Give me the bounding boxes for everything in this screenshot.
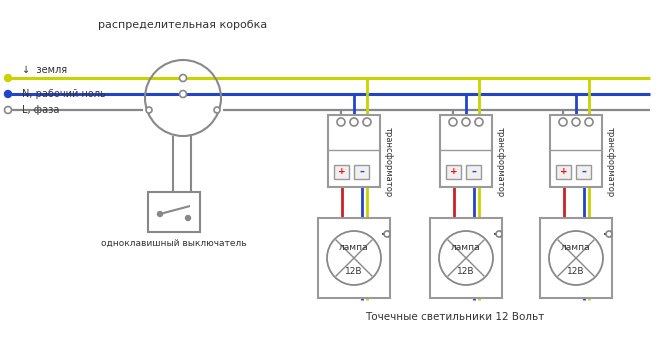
Text: лампа: лампа xyxy=(451,243,481,252)
Circle shape xyxy=(363,118,371,126)
Text: трансформатор: трансформатор xyxy=(383,127,393,197)
Text: распределительная коробка: распределительная коробка xyxy=(98,20,267,30)
Circle shape xyxy=(180,74,187,81)
Text: одноклавишный выключатель: одноклавишный выключатель xyxy=(101,239,247,248)
Bar xyxy=(550,115,602,187)
Circle shape xyxy=(384,231,390,237)
Bar xyxy=(318,218,390,298)
Text: +: + xyxy=(560,167,568,177)
Text: лампа: лампа xyxy=(561,243,591,252)
Text: ↓  земля: ↓ земля xyxy=(22,65,67,75)
Bar xyxy=(556,165,571,179)
Circle shape xyxy=(5,91,11,98)
Text: N, рабочий ноль: N, рабочий ноль xyxy=(22,89,106,99)
Circle shape xyxy=(572,118,580,126)
Bar xyxy=(540,218,612,298)
Circle shape xyxy=(585,118,593,126)
Bar xyxy=(334,165,349,179)
Bar xyxy=(328,115,380,187)
Circle shape xyxy=(606,231,612,237)
Text: Точечные светильники 12 Вольт: Точечные светильники 12 Вольт xyxy=(366,312,544,322)
Bar xyxy=(576,165,591,179)
Text: трансформатор: трансформатор xyxy=(496,127,504,197)
Text: –: – xyxy=(471,167,476,177)
Circle shape xyxy=(158,212,162,217)
Text: 12В: 12В xyxy=(567,267,585,276)
Circle shape xyxy=(180,91,187,98)
Circle shape xyxy=(337,118,345,126)
Bar xyxy=(148,192,200,232)
Bar xyxy=(430,218,502,298)
Text: лампа: лампа xyxy=(339,243,369,252)
Text: L, фаза: L, фаза xyxy=(22,105,59,115)
Text: –: – xyxy=(359,167,364,177)
Circle shape xyxy=(185,216,191,220)
Bar xyxy=(466,165,481,179)
Circle shape xyxy=(350,118,358,126)
Circle shape xyxy=(5,106,11,113)
Circle shape xyxy=(496,231,502,237)
Text: +: + xyxy=(338,167,345,177)
Circle shape xyxy=(214,107,220,113)
Circle shape xyxy=(146,107,152,113)
Circle shape xyxy=(462,118,470,126)
Circle shape xyxy=(449,118,457,126)
Text: 12В: 12В xyxy=(345,267,363,276)
Circle shape xyxy=(5,74,11,81)
Bar xyxy=(446,165,461,179)
Circle shape xyxy=(559,118,567,126)
Bar xyxy=(440,115,492,187)
Bar xyxy=(354,165,369,179)
Circle shape xyxy=(475,118,483,126)
Text: трансформатор: трансформатор xyxy=(605,127,614,197)
Text: –: – xyxy=(581,167,586,177)
Text: +: + xyxy=(449,167,457,177)
Text: 12В: 12В xyxy=(457,267,475,276)
